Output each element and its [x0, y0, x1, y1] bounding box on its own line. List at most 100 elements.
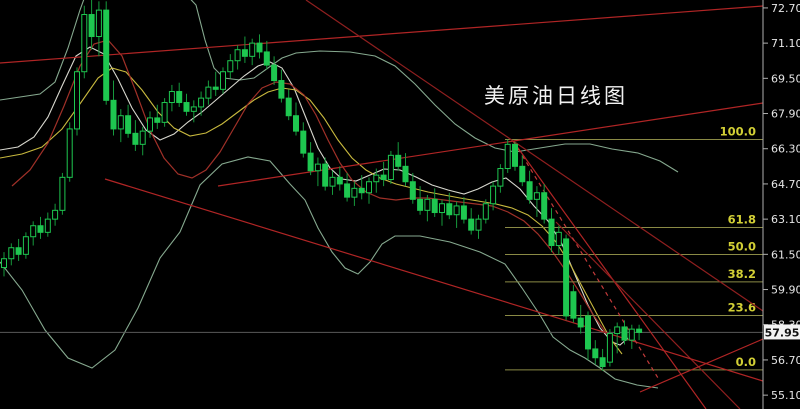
fib-label: 100.0: [720, 124, 756, 138]
candle: [263, 51, 270, 66]
candle: [59, 176, 66, 211]
trend-line-pullback-descender: [104, 178, 764, 382]
candle: [541, 192, 548, 220]
axis-price-label: 71.10: [771, 37, 800, 50]
axis-price-label: 69.50: [771, 72, 800, 85]
candle: [227, 60, 234, 73]
candle: [351, 187, 358, 198]
trend-line-ascending-support: [217, 102, 764, 187]
axis-price-label: 67.90: [771, 108, 800, 121]
candle: [95, 9, 102, 38]
candle: [402, 165, 409, 183]
candle: [424, 198, 431, 211]
candle: [300, 130, 307, 154]
candle: [314, 163, 321, 172]
trend-line-recent-low-rising: [639, 338, 764, 393]
candle: [329, 176, 336, 187]
candle: [395, 154, 402, 167]
bollinger-upper-curve: [0, 0, 679, 173]
axis-price-label: 63.10: [771, 213, 800, 226]
candle: [74, 71, 80, 130]
candle: [15, 247, 22, 255]
candle: [285, 97, 292, 117]
trend-line-long-descender: [305, 0, 764, 312]
candle: [409, 181, 416, 200]
candle: [380, 174, 387, 181]
candle: [490, 185, 497, 205]
candle: [504, 143, 511, 170]
candle: [125, 115, 132, 134]
bollinger-lower-curve: [0, 156, 659, 389]
candle: [614, 326, 621, 335]
candle: [570, 291, 577, 319]
candle: [512, 143, 518, 167]
candle: [636, 328, 643, 333]
fib-label: 23.6: [728, 300, 756, 314]
candle: [555, 231, 562, 247]
candle: [1, 258, 7, 269]
candle: [526, 181, 533, 200]
candle: [234, 49, 241, 62]
ma-mid-yellow-curve: [0, 67, 623, 355]
candle: [431, 198, 438, 214]
candle: [439, 203, 445, 214]
trend-line-fan-steep: [512, 140, 707, 409]
candle: [344, 183, 351, 198]
candle: [256, 42, 263, 53]
candle: [293, 115, 299, 132]
candle: [475, 218, 482, 231]
candle: [563, 238, 570, 317]
candle: [592, 348, 599, 359]
candle: [212, 86, 219, 90]
axis-price-label: 56.70: [771, 354, 800, 367]
current-price-tag-label: 57.95: [765, 326, 800, 339]
trend-line-channel-top: [0, 5, 764, 64]
candle: [278, 80, 285, 99]
candle: [176, 91, 183, 104]
candle: [468, 218, 475, 231]
candle: [519, 165, 526, 183]
candle: [336, 176, 343, 185]
candle: [103, 9, 110, 101]
candle: [37, 225, 44, 233]
trend-line-fan-dashed: [513, 141, 659, 379]
candle: [147, 117, 153, 132]
candle: [482, 203, 489, 220]
candle: [88, 14, 95, 38]
ma-slow-red-curve: [11, 39, 607, 334]
candle: [81, 14, 88, 73]
candle: [8, 247, 15, 260]
axis-price-label: 59.90: [771, 284, 800, 297]
axis-price-label: 55.10: [771, 389, 800, 402]
candle: [533, 192, 540, 200]
fib-label: 38.2: [728, 267, 756, 281]
candle: [460, 205, 467, 220]
fib-label: 50.0: [728, 240, 756, 254]
candle: [110, 99, 117, 130]
candle: [585, 315, 591, 350]
candle: [249, 42, 256, 57]
candle: [417, 198, 424, 211]
candle: [599, 357, 606, 368]
trend-line-fan-medium: [555, 221, 741, 409]
candle: [358, 187, 365, 194]
candle: [628, 328, 635, 341]
axis-price-label: 66.30: [771, 143, 800, 156]
candle: [139, 130, 146, 145]
candle: [577, 317, 584, 328]
candle: [22, 236, 29, 255]
candle: [446, 203, 453, 216]
candle: [241, 49, 248, 57]
candle: [606, 333, 613, 363]
axis-price-label: 61.50: [771, 248, 800, 261]
fib-label: 61.8: [728, 212, 756, 226]
candle: [548, 218, 555, 247]
candle: [621, 326, 628, 341]
candle: [453, 205, 460, 216]
axis-price-label: 72.70: [771, 2, 800, 15]
ma-fast-white-curve: [0, 46, 629, 346]
candle: [132, 132, 139, 145]
candle: [387, 154, 394, 181]
